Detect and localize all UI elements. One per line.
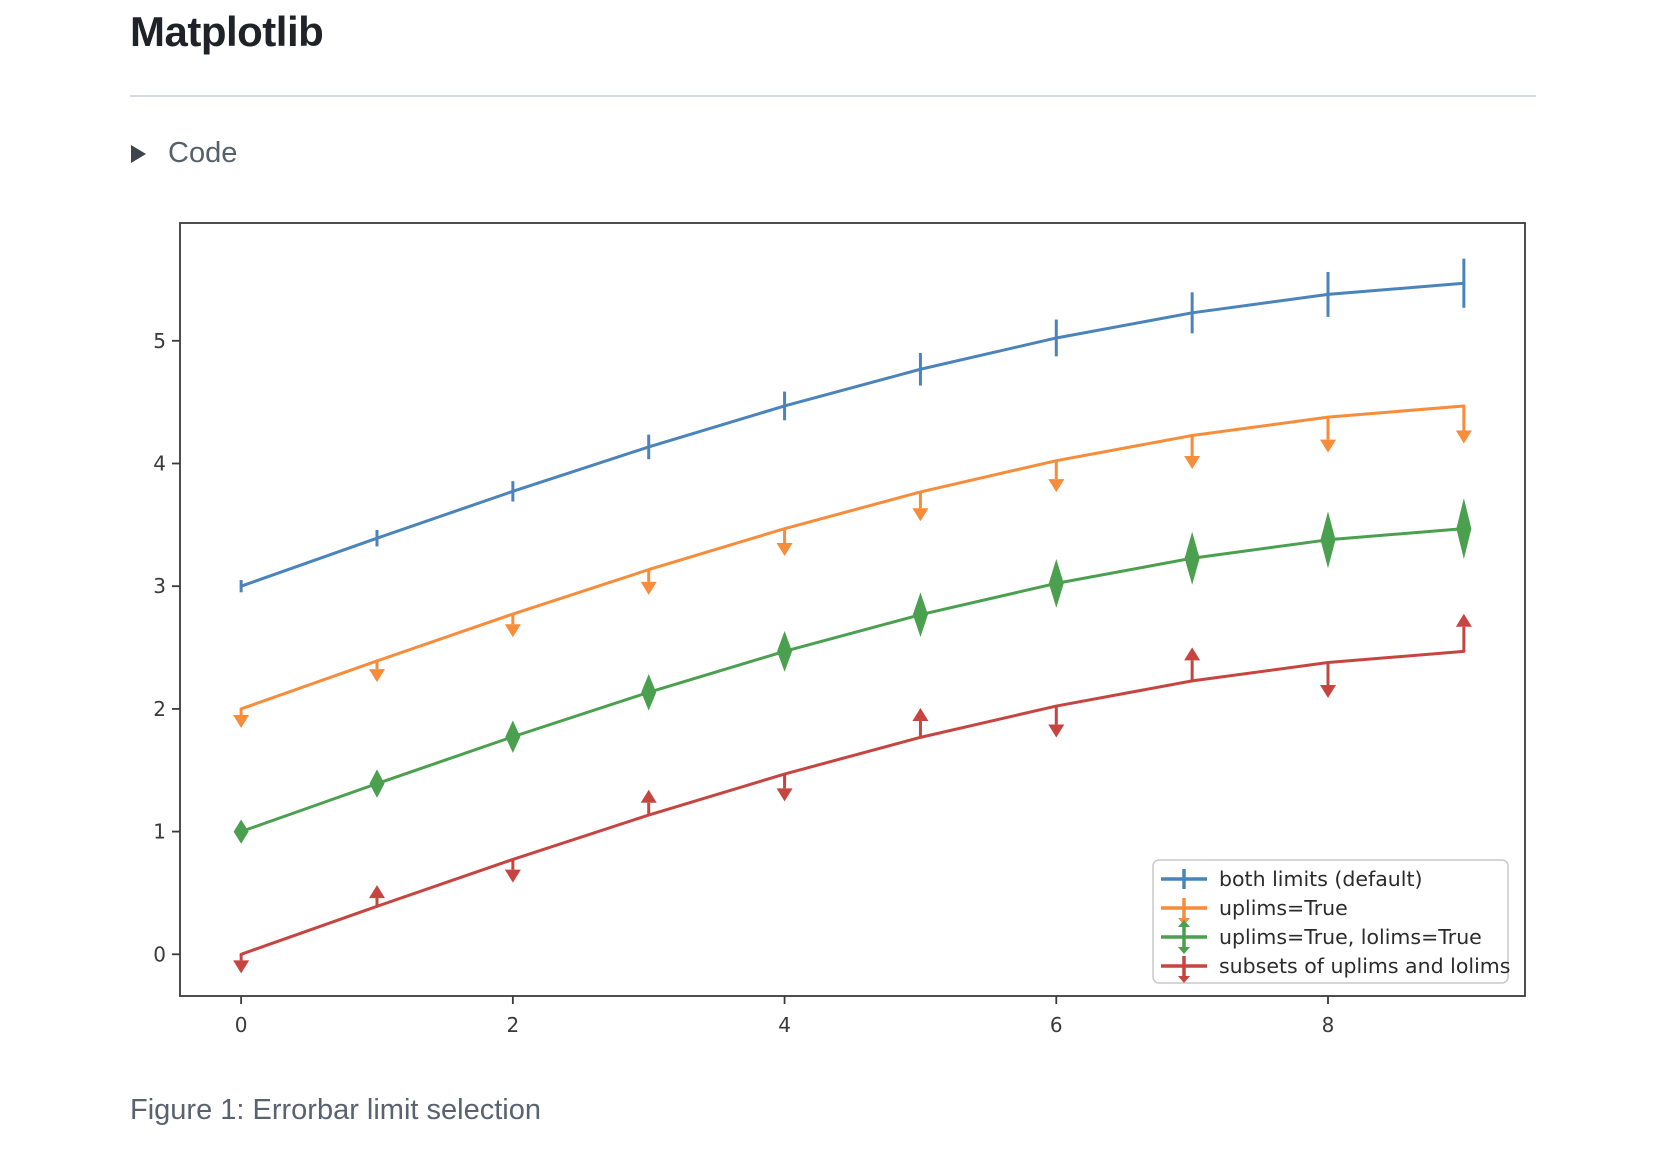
chart-legend: both limits (default) uplims=True uplims=T… [1152,859,1510,984]
svg-text:1: 1 [153,820,166,844]
page-title: Matplotlib [130,8,324,55]
svg-text:2: 2 [153,697,166,721]
plot-frame [179,222,1526,997]
svg-text:3: 3 [153,574,166,598]
svg-text:4: 4 [778,1013,791,1037]
figure: 0 2 4 6 8 0 1 2 3 4 5 both limits (default) uplims=T… [95,210,1535,1127]
code-toggle-label: Code [168,137,238,169]
svg-text:6: 6 [1050,1013,1063,1037]
triangle-right-icon [131,144,146,163]
svg-text:5: 5 [153,329,166,353]
svg-text:0: 0 [153,942,166,966]
svg-text:8: 8 [1322,1013,1335,1037]
x-axis-ticks: 0 2 4 6 8 [235,996,1335,1037]
legend-label: subsets of uplims and lolims [1219,954,1510,978]
y-axis-ticks: 0 1 2 3 4 5 [153,329,180,966]
legend-label: both limits (default) [1219,867,1423,891]
chart-series-3 [233,498,1472,844]
code-toggle[interactable]: Code [131,137,237,170]
legend-label: uplims=True [1219,896,1348,920]
chart-series-1 [239,258,1466,593]
chart-series-4 [233,613,1472,974]
svg-text:0: 0 [235,1013,248,1037]
chart-series-2 [233,404,1472,729]
errorbar-chart: 0 2 4 6 8 0 1 2 3 4 5 both limits (default) uplims=T… [153,222,1526,1037]
divider [130,95,1536,97]
svg-text:4: 4 [153,451,166,475]
svg-text:2: 2 [506,1013,519,1037]
figure-caption: Figure 1: Errorbar limit selection [130,1094,541,1126]
legend-label: uplims=True, lolims=True [1219,925,1482,949]
